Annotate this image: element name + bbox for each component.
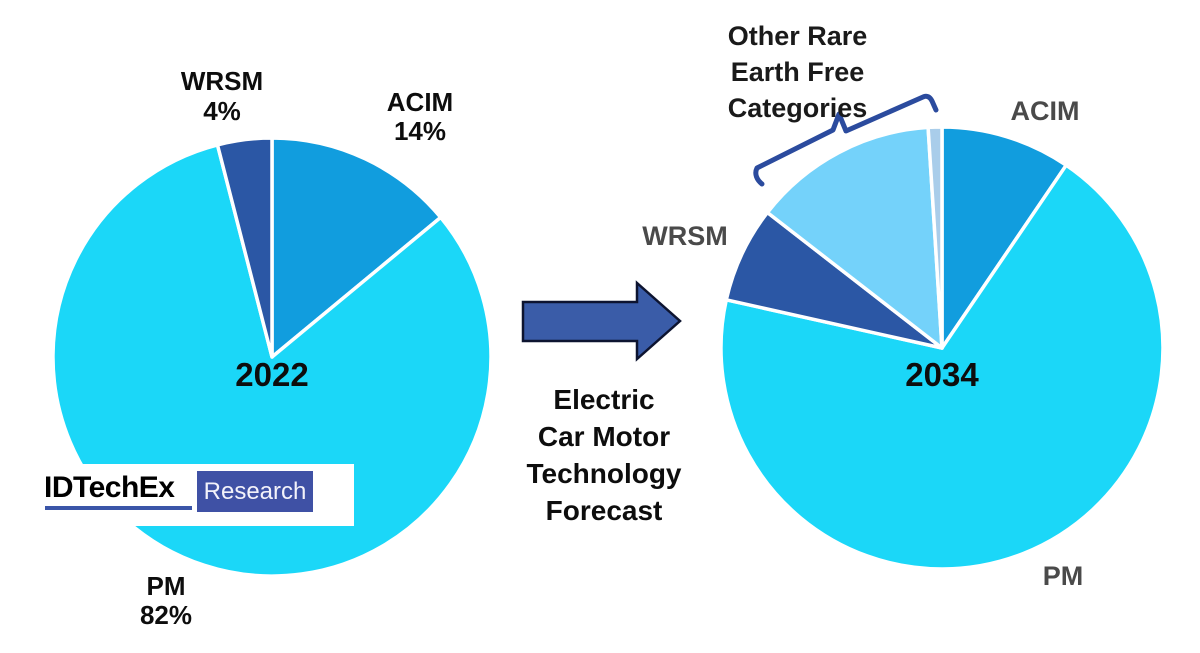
label-2034-other-ref-line: Other Rare: [727, 21, 868, 51]
forecast-caption-line: Electric: [553, 384, 655, 415]
pie-2034-slice-pm: [719, 163, 1165, 571]
label-2022-wrsm-pct: 4%: [203, 96, 241, 126]
label-2022-pm-name: PM: [146, 571, 186, 601]
label-2022-acim-pct: 14%: [393, 116, 447, 146]
label-2022-wrsm-name: WRSM: [180, 66, 264, 96]
label-2034-wrsm: WRSM: [642, 221, 728, 251]
forecast-caption-line: Technology: [526, 458, 682, 489]
pie-2022-slice-acim: [270, 136, 443, 359]
idtechex-brand-text: IDTechEx: [44, 471, 175, 504]
forecast-arrow-icon: [521, 280, 682, 362]
label-2022-pm: PM 82%: [96, 572, 236, 630]
forecast-caption: Electric Car Motor Technology Forecast: [502, 381, 706, 529]
pie-2034-slice-acim: [940, 125, 1068, 350]
label-2022-pm-pct: 82%: [139, 600, 193, 630]
brace-callout-icon: [753, 93, 939, 187]
label-2034-acim: ACIM: [1010, 96, 1080, 126]
idtechex-underline: [45, 506, 192, 510]
pie-2034-slice-other-rare-earth-free-categories-light-blue: [765, 125, 944, 350]
label-2034-pm: PM: [1042, 561, 1084, 591]
label-2034-other-ref: Other Rare Earth Free Categories: [695, 18, 900, 126]
pie-2034: [719, 125, 1165, 571]
label-2034-year: 2034: [905, 356, 979, 393]
pie-2034-slice-other-rare-earth-free-categories-pale-sliver: [926, 125, 944, 350]
label-2022-wrsm: WRSM 4%: [152, 66, 292, 126]
label-2022-acim-name: ACIM: [386, 87, 454, 117]
forecast-caption-line: Car Motor: [537, 421, 671, 452]
forecast-caption-line: Forecast: [545, 495, 663, 526]
idtechex-research-badge: Research: [197, 471, 313, 512]
label-2022-acim: ACIM 14%: [345, 88, 495, 146]
label-2022-year: 2022: [235, 356, 309, 393]
idtechex-logo: IDTechEx Research: [36, 464, 354, 526]
label-2034-other-ref-line: Categories: [727, 93, 868, 123]
label-2034-other-ref-line: Earth Free: [730, 57, 865, 87]
pie-2022-slice-wrsm: [215, 136, 274, 359]
